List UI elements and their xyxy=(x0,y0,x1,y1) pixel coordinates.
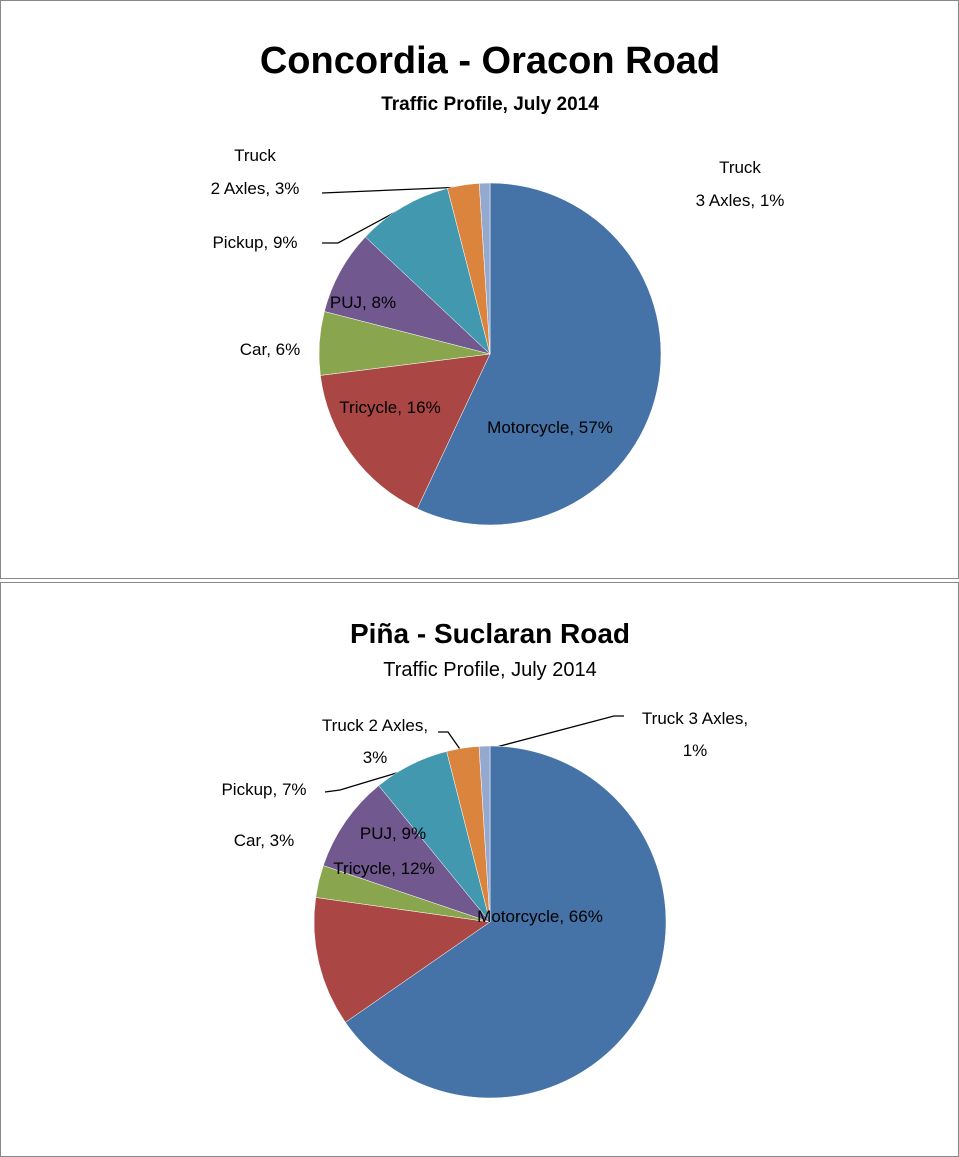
data-label-line: Pickup, 9% xyxy=(212,233,297,252)
data-label-line: 3% xyxy=(363,748,388,767)
data-label-line: 1% xyxy=(683,741,708,760)
data-label: Pickup, 7% xyxy=(221,780,306,799)
data-label: Truck 2 Axles, 3% xyxy=(322,716,428,767)
leader-line xyxy=(438,731,463,753)
data-label-line: PUJ, 9% xyxy=(360,824,426,843)
data-label-line: Truck xyxy=(234,146,276,165)
data-label: Pickup, 9% xyxy=(212,233,297,252)
data-label: PUJ, 9% xyxy=(360,824,426,843)
data-label: Motorcycle, 57% xyxy=(487,418,613,437)
leader-line xyxy=(321,186,466,194)
leader-line xyxy=(322,207,404,244)
leader-line xyxy=(324,767,414,793)
pie-slice xyxy=(320,353,491,510)
data-label-line: PUJ, 8% xyxy=(330,293,396,312)
data-label-line: Pickup, 7% xyxy=(221,780,306,799)
pie-slice xyxy=(478,182,491,355)
data-label: Car, 6% xyxy=(240,340,300,359)
chart-title: Piña - Suclaran Road xyxy=(350,618,630,649)
data-label: Truck 3 Axles, 1% xyxy=(696,158,785,210)
data-label: Tricycle, 16% xyxy=(339,398,440,417)
data-label-line: Tricycle, 16% xyxy=(339,398,440,417)
data-label-line: Car, 6% xyxy=(240,340,300,359)
pie-slice xyxy=(478,745,491,923)
pie-slice xyxy=(322,785,491,923)
data-label-line: 3 Axles, 1% xyxy=(696,191,785,210)
data-label-line: Truck 3 Axles, xyxy=(642,709,748,728)
chart-subtitle: Traffic Profile, July 2014 xyxy=(381,94,599,115)
pie-slice xyxy=(364,188,491,355)
data-label: Motorcycle, 66% xyxy=(477,907,603,926)
data-label-line: Motorcycle, 66% xyxy=(477,907,603,926)
data-label: PUJ, 8% xyxy=(330,293,396,312)
data-label-line: Car, 3% xyxy=(234,831,294,850)
leader-lines xyxy=(321,186,624,793)
pie-slice xyxy=(416,182,662,526)
data-label-line: 2 Axles, 3% xyxy=(211,179,300,198)
data-label: Tricycle, 12% xyxy=(333,859,434,878)
pie-slice xyxy=(313,897,491,1023)
leader-line xyxy=(484,715,624,751)
data-label-line: Truck xyxy=(719,158,761,177)
data-label: Car, 3% xyxy=(234,831,294,850)
data-label: Truck 3 Axles, 1% xyxy=(642,709,748,760)
data-label-line: Tricycle, 12% xyxy=(333,859,434,878)
chart-subtitle: Traffic Profile, July 2014 xyxy=(383,659,596,681)
pie-slice xyxy=(345,745,667,1099)
chart-title: Concordia - Oracon Road xyxy=(260,40,720,82)
data-label: Truck 2 Axles, 3% xyxy=(211,146,300,198)
data-label-line: Truck 2 Axles, xyxy=(322,716,428,735)
data-label-line: Motorcycle, 57% xyxy=(487,418,613,437)
